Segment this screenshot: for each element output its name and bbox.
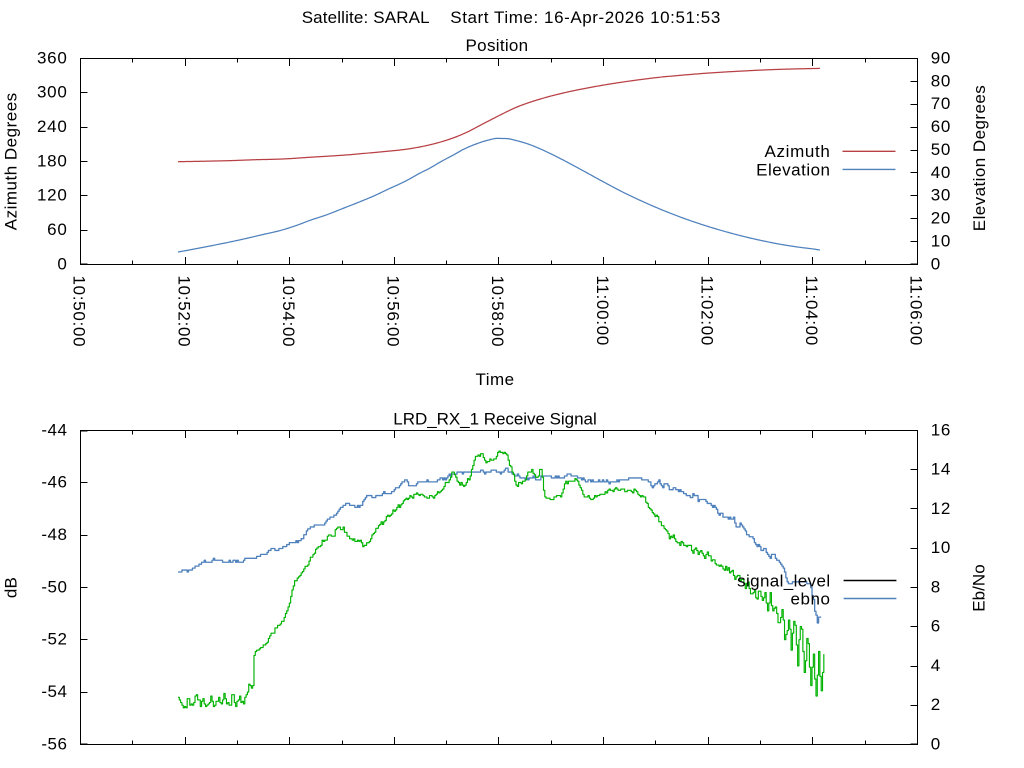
svg-text:180: 180 — [37, 151, 68, 170]
svg-text:80: 80 — [931, 71, 951, 90]
svg-text:-52: -52 — [41, 630, 67, 649]
svg-text:dB: dB — [2, 577, 21, 598]
svg-text:11:06:00: 11:06:00 — [907, 276, 926, 347]
svg-text:10: 10 — [931, 538, 951, 557]
svg-text:Eb/No: Eb/No — [970, 564, 989, 611]
svg-text:12: 12 — [931, 499, 951, 518]
svg-text:Position: Position — [466, 36, 529, 55]
svg-text:10: 10 — [931, 232, 951, 251]
svg-text:signal_level: signal_level — [737, 571, 830, 590]
svg-text:-48: -48 — [41, 525, 67, 544]
svg-text:-56: -56 — [41, 734, 67, 753]
svg-text:40: 40 — [931, 163, 951, 182]
svg-text:11:02:00: 11:02:00 — [698, 276, 717, 347]
svg-text:14: 14 — [931, 460, 951, 479]
svg-text:60: 60 — [47, 220, 67, 239]
svg-text:10:54:00: 10:54:00 — [279, 276, 298, 348]
svg-text:70: 70 — [931, 94, 951, 113]
svg-text:Elevation: Elevation — [756, 160, 830, 179]
svg-text:-44: -44 — [41, 420, 67, 439]
svg-text:ebno: ebno — [791, 589, 831, 608]
svg-text:11:00:00: 11:00:00 — [593, 276, 612, 347]
svg-text:0: 0 — [57, 254, 67, 273]
svg-text:4: 4 — [931, 656, 941, 675]
svg-text:6: 6 — [931, 617, 941, 636]
svg-text:-50: -50 — [41, 577, 67, 596]
svg-text:-54: -54 — [41, 682, 67, 701]
svg-text:Satellite: SARAL: Satellite: SARAL — [302, 8, 430, 27]
svg-text:90: 90 — [931, 48, 951, 67]
svg-text:2: 2 — [931, 695, 941, 714]
svg-text:Azimuth: Azimuth — [765, 142, 831, 161]
svg-text:60: 60 — [931, 117, 951, 136]
svg-text:16: 16 — [931, 420, 951, 439]
svg-text:30: 30 — [931, 186, 951, 205]
svg-text:240: 240 — [37, 117, 68, 136]
svg-text:Time: Time — [475, 370, 514, 389]
svg-text:300: 300 — [37, 83, 68, 102]
svg-text:50: 50 — [931, 140, 951, 159]
svg-text:360: 360 — [37, 48, 68, 67]
svg-text:10:50:00: 10:50:00 — [70, 276, 89, 348]
svg-text:Azimuth Degrees: Azimuth Degrees — [2, 92, 21, 230]
svg-text:10:52:00: 10:52:00 — [174, 276, 193, 348]
svg-text:0: 0 — [931, 254, 941, 273]
svg-text:10:58:00: 10:58:00 — [488, 276, 507, 348]
svg-text:Start Time: 16-Apr-2026 10:51:: Start Time: 16-Apr-2026 10:51:53 — [450, 8, 721, 27]
svg-text:20: 20 — [931, 209, 951, 228]
svg-text:LRD_RX_1 Receive Signal: LRD_RX_1 Receive Signal — [393, 410, 596, 429]
svg-text:11:04:00: 11:04:00 — [802, 276, 821, 347]
svg-text:0: 0 — [931, 734, 941, 753]
svg-text:-46: -46 — [41, 473, 67, 492]
svg-text:Elevation Degrees: Elevation Degrees — [970, 85, 989, 231]
svg-text:10:56:00: 10:56:00 — [384, 276, 403, 348]
svg-text:120: 120 — [37, 186, 68, 205]
svg-text:8: 8 — [931, 577, 941, 596]
